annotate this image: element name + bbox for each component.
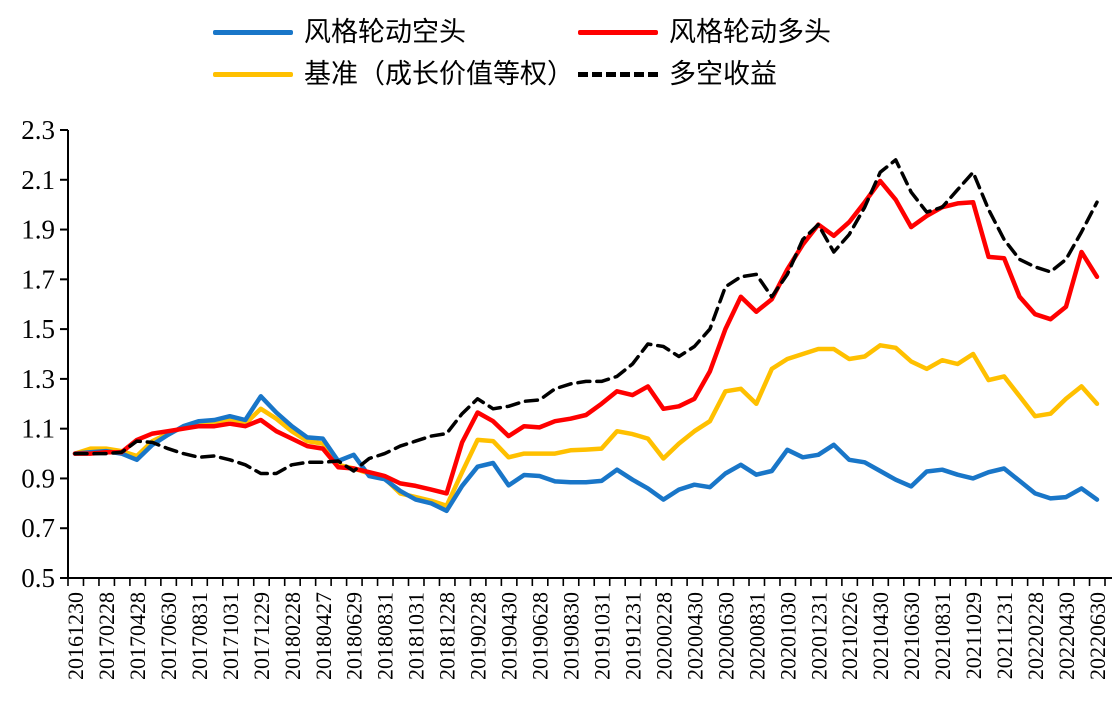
x-tick-label: 20200630 — [713, 592, 738, 680]
x-tick-label: 20171229 — [249, 592, 274, 680]
x-tick-label: 20180427 — [311, 592, 336, 680]
y-tick-label: 2.1 — [21, 165, 55, 195]
x-tick-label: 20210831 — [930, 592, 955, 680]
x-tick-label: 20180831 — [373, 592, 398, 680]
legend-line-red-icon — [578, 30, 658, 35]
x-tick-label: 20200831 — [744, 592, 769, 680]
y-tick-label: 1.5 — [21, 314, 55, 344]
series-line-2 — [72, 343, 1100, 509]
series-line-1 — [72, 178, 1100, 496]
x-tick-label: 20220228 — [1023, 592, 1048, 680]
legend-label-rotation-long: 风格轮动多头 — [669, 17, 831, 47]
x-tick-label: 20200430 — [682, 592, 707, 680]
x-tick-label: 20191231 — [620, 592, 645, 680]
y-tick-label: 0.9 — [21, 463, 55, 493]
legend-item-rotation-long: 风格轮动多头 — [578, 19, 831, 46]
x-tick-label: 20191031 — [589, 592, 614, 680]
x-tick-label: 20190830 — [559, 592, 584, 680]
y-tick-label: 1.3 — [21, 364, 55, 394]
x-tick-label: 20190228 — [466, 592, 491, 680]
x-tick-label: 20181031 — [404, 592, 429, 680]
x-tick-label: 20171031 — [218, 592, 243, 680]
x-tick-label: 20211029 — [961, 592, 986, 679]
y-tick-label: 1.7 — [21, 264, 55, 294]
legend-item-rotation-short: 风格轮动空头 — [213, 19, 466, 46]
x-tick-label: 20180228 — [280, 592, 305, 680]
legend-item-benchmark: 基准（成长价值等权） — [213, 61, 574, 88]
x-tick-label: 20210630 — [899, 592, 924, 680]
x-tick-label: 20210430 — [868, 592, 893, 680]
x-tick-label: 20170831 — [187, 592, 212, 680]
x-tick-label: 20211231 — [992, 592, 1017, 679]
legend-line-dashed-icon — [578, 72, 658, 77]
x-tick-label: 20201231 — [806, 592, 831, 680]
series-line-3 — [73, 158, 1099, 476]
x-tick-label: 20210226 — [837, 592, 862, 680]
y-tick-label: 1.9 — [21, 215, 55, 245]
x-tick-label: 20161230 — [63, 592, 88, 680]
x-tick-label: 20170428 — [125, 592, 150, 680]
legend-label-benchmark: 基准（成长价值等权） — [304, 59, 574, 89]
legend-line-gold-icon — [213, 72, 293, 77]
x-tick-label: 20190628 — [528, 592, 553, 680]
x-tick-label: 20201030 — [775, 592, 800, 680]
x-tick-label: 20220430 — [1054, 592, 1079, 680]
series-line-0 — [72, 394, 1100, 514]
x-tick-label: 20170630 — [156, 592, 181, 680]
x-tick-label: 20200228 — [651, 592, 676, 680]
legend-line-blue-icon — [213, 30, 293, 35]
legend-item-long-short-return: 多空收益 — [578, 61, 777, 88]
y-tick-label: 0.7 — [21, 513, 55, 543]
x-tick-label: 20181228 — [435, 592, 460, 680]
y-tick-label: 0.5 — [21, 563, 55, 593]
x-tick-label: 20220630 — [1085, 592, 1110, 680]
y-tick-label: 2.3 — [21, 115, 55, 145]
legend-label-long-short-return: 多空收益 — [669, 59, 777, 89]
x-tick-label: 20170228 — [94, 592, 119, 680]
x-tick-label: 20180629 — [342, 592, 367, 680]
y-tick-label: 1.1 — [21, 414, 55, 444]
x-tick-label: 20190430 — [497, 592, 522, 680]
legend-label-rotation-short: 风格轮动空头 — [304, 17, 466, 47]
